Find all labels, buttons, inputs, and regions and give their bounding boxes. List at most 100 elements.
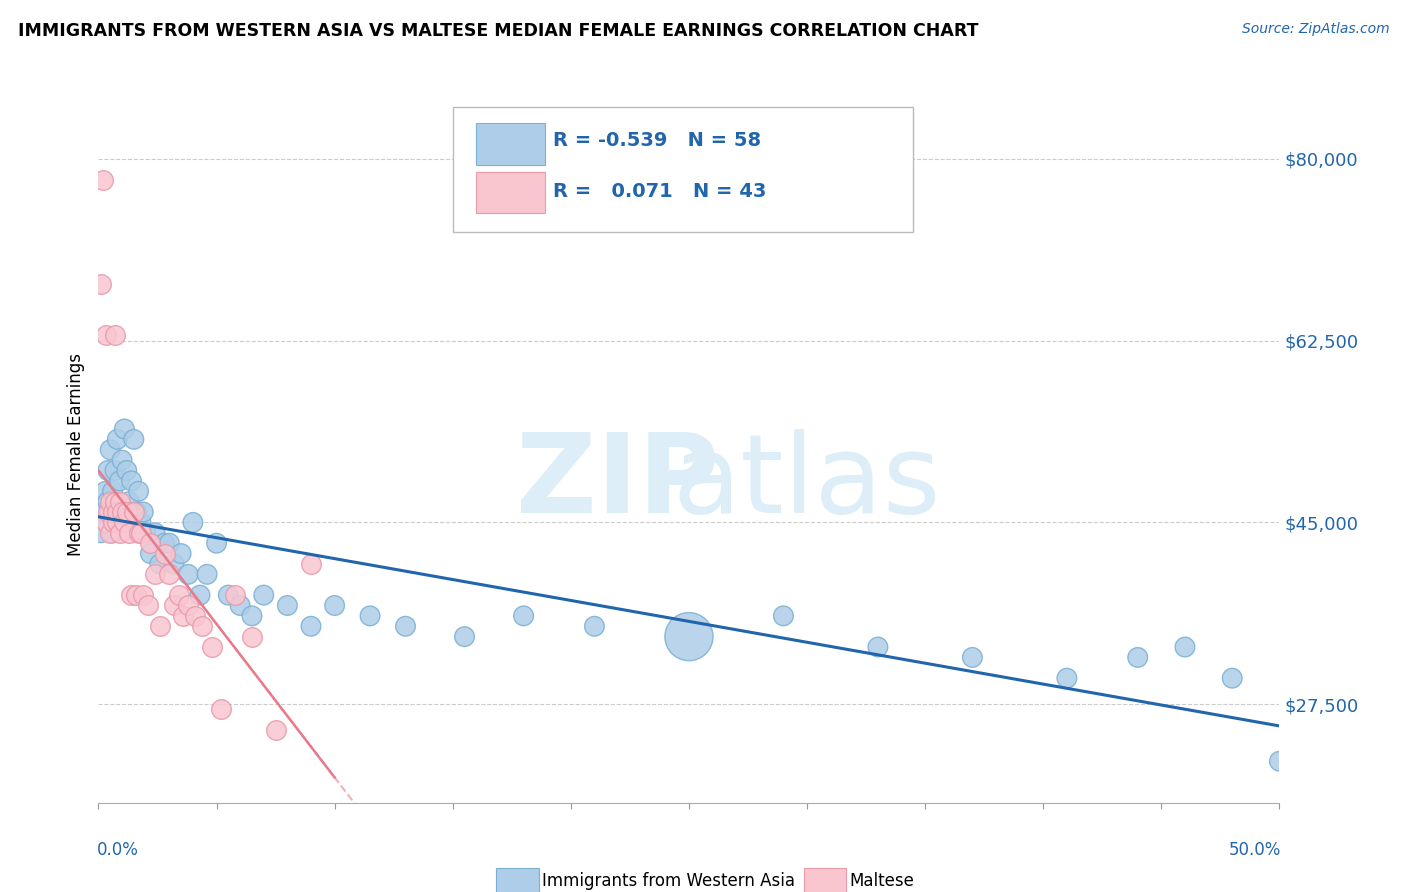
Point [122,433,145,447]
Point [118,525,141,540]
Point [112,516,135,530]
Point [394,619,416,633]
Text: 50.0%: 50.0% [1229,841,1281,859]
Point [453,630,475,644]
Point [135,525,157,540]
Point [181,516,204,530]
Point [323,599,346,613]
Point [98,505,121,519]
Point [163,557,186,571]
Point [512,608,534,623]
Point [128,484,150,499]
Point [866,640,889,654]
Point [104,494,127,508]
Point [122,505,145,519]
Point [143,567,166,582]
Point [111,505,134,519]
Point [163,599,186,613]
FancyBboxPatch shape [496,868,538,892]
Point [97,494,120,508]
Text: ZIP: ZIP [516,429,720,536]
Point [136,599,159,613]
Point [108,494,131,508]
Text: Maltese: Maltese [849,871,914,889]
Point [678,630,700,644]
FancyBboxPatch shape [453,107,914,232]
Point [253,588,276,602]
Point [184,608,207,623]
Point [90,525,112,540]
Text: R =   0.071   N = 43: R = 0.071 N = 43 [553,182,766,202]
Point [201,640,224,654]
Point [121,588,143,602]
Point [139,547,162,561]
Point [108,525,131,540]
Point [121,474,143,488]
Point [101,484,124,499]
Point [149,619,172,633]
Point [139,536,162,550]
Text: atlas: atlas [673,429,941,536]
Point [149,557,172,571]
Point [97,505,120,519]
Point [98,442,121,457]
Text: R = -0.539   N = 58: R = -0.539 N = 58 [553,131,761,151]
Point [299,619,322,633]
Point [104,463,127,477]
Point [101,525,124,540]
Point [1220,671,1243,685]
Point [217,588,239,602]
Point [97,463,120,477]
Text: IMMIGRANTS FROM WESTERN ASIA VS MALTESE MEDIAN FEMALE EARNINGS CORRELATION CHART: IMMIGRANTS FROM WESTERN ASIA VS MALTESE … [18,22,979,40]
Point [98,525,121,540]
Point [132,505,155,519]
Point [177,567,200,582]
FancyBboxPatch shape [477,123,546,165]
Point [167,588,190,602]
Point [177,599,200,613]
Point [94,328,117,343]
Point [129,525,152,540]
Point [108,474,131,488]
Point [104,328,127,343]
Point [157,536,180,550]
FancyBboxPatch shape [803,868,846,892]
Point [115,463,138,477]
Point [91,505,114,519]
FancyBboxPatch shape [477,172,546,213]
Point [128,525,150,540]
Point [224,588,246,602]
Point [1056,671,1078,685]
Point [240,608,263,623]
Point [111,505,134,519]
Point [91,172,114,186]
Point [195,567,218,582]
Point [101,516,124,530]
Point [359,608,381,623]
Point [229,599,252,613]
Point [170,547,193,561]
Point [188,588,211,602]
Point [191,619,214,633]
Point [1126,650,1149,665]
Point [132,588,155,602]
Point [583,619,606,633]
Point [153,536,176,550]
Point [1268,754,1291,768]
Point [299,557,322,571]
Point [105,505,128,519]
Point [118,494,141,508]
Point [264,723,287,738]
Point [90,277,112,291]
Point [125,505,148,519]
Point [112,422,135,436]
Point [205,536,228,550]
Text: Immigrants from Western Asia: Immigrants from Western Asia [543,871,796,889]
Point [94,484,117,499]
Point [125,588,148,602]
Point [962,650,984,665]
Point [94,516,117,530]
Point [143,525,166,540]
Point [115,505,138,519]
Point [98,494,121,508]
